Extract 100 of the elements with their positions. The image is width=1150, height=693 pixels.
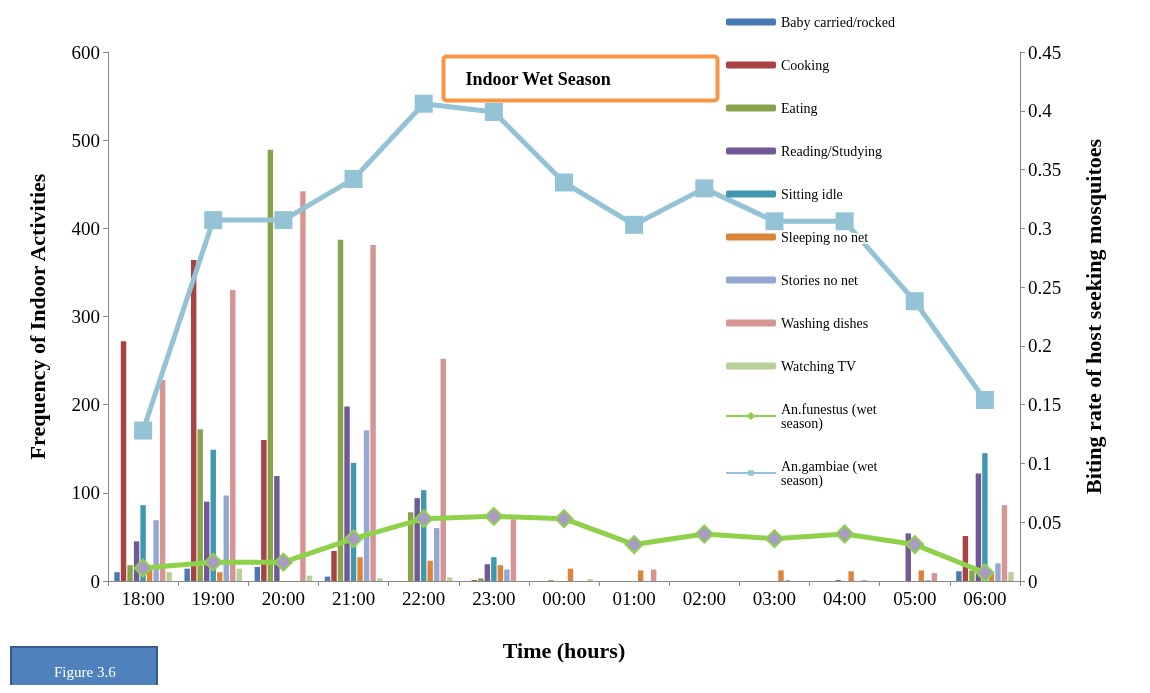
annotation: Indoor Wet Season — [465, 68, 611, 89]
legend-label: Sitting idle — [781, 186, 843, 202]
bar — [497, 565, 504, 581]
y-tick-label: 500 — [71, 129, 100, 151]
legend-label: Reading/Studying — [781, 143, 883, 159]
y2-tick-label: 0.35 — [1028, 159, 1062, 181]
bar — [918, 570, 924, 581]
point — [344, 169, 363, 188]
y2-tick-label: 0.3 — [1028, 217, 1052, 239]
y2-tick-label: 0.4 — [1028, 100, 1053, 122]
point — [695, 179, 714, 198]
bar — [230, 290, 236, 581]
bar — [217, 572, 223, 581]
y-tick-label: 100 — [71, 482, 100, 504]
y2-axis-title: Biting rate of host seeking mosquitoes — [1080, 138, 1106, 495]
point — [624, 535, 644, 555]
bar — [254, 566, 261, 581]
x-tick-label: 18:00 — [121, 588, 165, 609]
x-tick-label: 22:00 — [402, 588, 446, 609]
legend-label: Cooking — [781, 57, 830, 73]
x-tick-label: 04:00 — [822, 588, 867, 609]
x-tick-label: 06:00 — [963, 588, 1007, 609]
bar — [184, 568, 190, 581]
legend-label: Eating — [781, 100, 818, 116]
legend-label: Stories no net — [781, 272, 859, 288]
point — [554, 509, 574, 529]
y-tick-label: 600 — [71, 41, 100, 63]
bar — [127, 565, 133, 581]
bar — [236, 568, 242, 581]
point — [134, 421, 153, 440]
x-tick-label: 01:00 — [612, 588, 656, 609]
y2-tick-label: 0.25 — [1028, 276, 1062, 298]
bar — [357, 557, 363, 581]
point — [975, 563, 995, 583]
x-axis-title: Time (hours) — [502, 637, 626, 663]
legend-label: An.funestus (wet season) — [781, 401, 881, 432]
x-tick-label: 19:00 — [191, 588, 235, 609]
caption: Figure 3.6 — [54, 663, 117, 680]
x-tick-label: 02:00 — [682, 588, 726, 609]
bar — [567, 568, 574, 581]
bar — [440, 358, 446, 581]
bar — [300, 191, 306, 581]
y-tick-label: 200 — [71, 394, 100, 416]
y-tick-label: 300 — [71, 306, 100, 327]
point — [765, 212, 784, 231]
bar — [376, 578, 383, 581]
bar — [447, 577, 453, 581]
point — [484, 506, 504, 526]
y2-tick-label: 0.45 — [1028, 41, 1062, 63]
bar — [1008, 572, 1014, 581]
bar — [778, 570, 784, 581]
point — [555, 173, 573, 192]
point — [204, 211, 223, 230]
bar — [370, 245, 376, 581]
x-tick-label: 00:00 — [542, 588, 586, 609]
legend-label: Watching TV — [781, 358, 857, 374]
point — [835, 524, 855, 544]
x-tick-label: 03:00 — [752, 588, 797, 609]
bar — [267, 149, 274, 581]
point — [274, 211, 293, 230]
x-tick-label: 20:00 — [261, 588, 306, 609]
y2-tick-label: 0.2 — [1028, 335, 1052, 357]
point — [414, 509, 434, 529]
bar — [504, 569, 510, 581]
point — [484, 102, 503, 121]
point — [694, 524, 714, 544]
bar — [153, 520, 159, 581]
bar — [114, 572, 120, 581]
bar — [478, 578, 484, 581]
y-tick-label: 400 — [71, 217, 100, 239]
bar — [344, 406, 350, 581]
bar — [261, 439, 267, 581]
point — [414, 94, 433, 113]
legend-label: Baby carried/rocked — [781, 14, 895, 30]
bar — [331, 551, 337, 581]
bar — [995, 563, 1001, 581]
bar — [414, 498, 420, 581]
point — [625, 215, 644, 234]
bar — [434, 528, 440, 581]
point — [133, 558, 153, 578]
x-tick-label: 21:00 — [331, 588, 376, 609]
legend-label: An.gambiae (wet season) — [781, 458, 881, 489]
y2-tick-label: 0.05 — [1028, 511, 1062, 533]
bar — [274, 476, 280, 581]
bar — [120, 341, 127, 581]
y-tick-label: 0 — [90, 570, 100, 592]
bar — [491, 557, 497, 581]
y-axis-title: Frequency of Indoor Activities — [24, 173, 50, 460]
point — [764, 529, 784, 549]
x-tick-label: 05:00 — [893, 588, 937, 609]
x-tick-label: 23:00 — [472, 588, 516, 609]
bar — [969, 570, 975, 581]
bar — [337, 239, 344, 581]
y2-tick-label: 0 — [1028, 570, 1038, 592]
bar — [848, 571, 854, 581]
legend-label: Sleeping no net — [781, 229, 869, 245]
point — [344, 529, 364, 549]
y2-tick-label: 0.1 — [1028, 452, 1052, 474]
legend-label: Washing dishes — [781, 315, 869, 331]
bar — [931, 573, 938, 581]
